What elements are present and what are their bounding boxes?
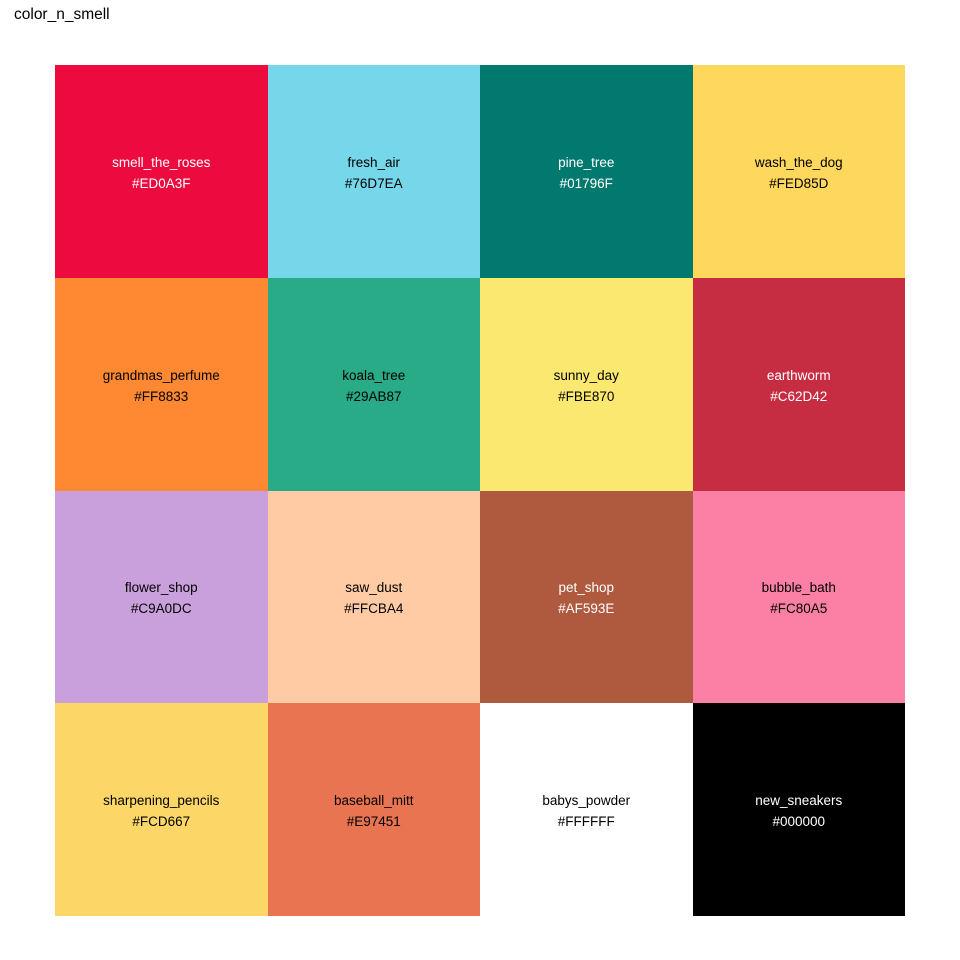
swatch-pine_tree: pine_tree #01796F (480, 65, 693, 278)
swatch-bubble_bath: bubble_bath #FC80A5 (692, 490, 905, 704)
swatch-label: smell_the_roses (112, 154, 211, 170)
swatch-hex: #C9A0DC (130, 601, 192, 617)
swatch-saw_dust: saw_dust #FFCBA4 (267, 490, 480, 704)
swatch-hex: #FFCBA4 (344, 601, 404, 617)
swatch-hex: #AF593E (558, 601, 615, 617)
swatch-hex: #FCD667 (132, 814, 191, 830)
swatch-hex: #C62D42 (770, 388, 828, 404)
swatch-hex: #FC80A5 (770, 601, 828, 617)
swatch-label: earthworm (766, 367, 831, 383)
swatch-hex: #000000 (772, 814, 826, 830)
swatch-label: saw_dust (345, 580, 403, 596)
swatch-label: pet_shop (558, 580, 615, 596)
swatch-sharpening_pencils: sharpening_pencils #FCD667 (55, 703, 268, 916)
swatch-pet_shop: pet_shop #AF593E (480, 490, 693, 704)
swatch-smell_the_roses: smell_the_roses #ED0A3F (55, 65, 268, 278)
swatch-grandmas_perfume: grandmas_perfume #FF8833 (55, 277, 268, 491)
swatch-label: bubble_bath (761, 580, 836, 596)
swatch-label: flower_shop (124, 580, 198, 596)
swatch-fresh_air: fresh_air #76D7EA (267, 65, 480, 278)
swatch-label: new_sneakers (755, 793, 843, 809)
figure-title: color_n_smell (14, 6, 110, 23)
swatch-label: pine_tree (558, 154, 615, 170)
swatch-label: sunny_day (553, 367, 619, 383)
swatch-label: baseball_mitt (333, 793, 414, 809)
swatch-new_sneakers: new_sneakers #000000 (692, 703, 905, 916)
palette-grid: smell_the_roses #ED0A3F fresh_air #76D7EA pi… (55, 65, 905, 916)
swatch-hex: #E97451 (346, 814, 401, 830)
swatch-label: sharpening_pencils (103, 793, 220, 809)
swatch-hex: #76D7EA (344, 175, 403, 191)
swatch-hex: #FF8833 (134, 388, 189, 404)
swatch-hex: #FED85D (769, 175, 829, 191)
swatch-label: koala_tree (342, 367, 406, 383)
swatch-hex: #FBE870 (558, 388, 615, 404)
swatch-label: babys_powder (542, 793, 631, 809)
swatch-wash_the_dog: wash_the_dog #FED85D (692, 65, 905, 278)
swatch-hex: #ED0A3F (131, 175, 191, 191)
swatch-label: grandmas_perfume (102, 367, 220, 383)
swatch-label: fresh_air (347, 154, 401, 170)
swatch-hex: #FFFFFF (557, 814, 615, 830)
swatch-babys_powder: babys_powder #FFFFFF (480, 703, 693, 916)
swatch-hex: #01796F (559, 175, 613, 191)
swatch-baseball_mitt: baseball_mitt #E97451 (267, 703, 480, 916)
swatch-label: wash_the_dog (754, 154, 843, 170)
swatch-earthworm: earthworm #C62D42 (692, 277, 905, 491)
swatch-sunny_day: sunny_day #FBE870 (480, 277, 693, 491)
swatch-flower_shop: flower_shop #C9A0DC (55, 490, 268, 704)
swatch-koala_tree: koala_tree #29AB87 (267, 277, 480, 491)
swatch-hex: #29AB87 (345, 388, 402, 404)
